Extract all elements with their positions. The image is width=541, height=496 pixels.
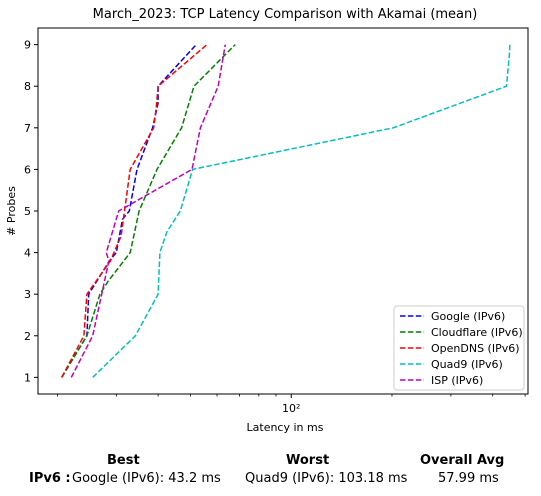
x-axis-label: Latency in ms: [247, 421, 324, 434]
avg-header: Overall Avg: [420, 453, 505, 468]
best-header: Best: [107, 453, 140, 468]
series-line-cloudflare-ipv6: [61, 44, 236, 378]
series-lines: [61, 44, 511, 378]
ipv6-row-label: IPv6 :: [29, 471, 71, 486]
y-tick-label: 4: [24, 247, 31, 260]
series-line-isp-ipv6: [70, 44, 227, 378]
worst-header: Worst: [286, 453, 330, 468]
y-tick-label: 2: [24, 330, 31, 343]
y-tick-label: 5: [24, 205, 31, 218]
legend-entry: OpenDNS (IPv6): [431, 342, 520, 355]
series-line-opendns-ipv6: [61, 44, 208, 378]
y-axis-label: # Probes: [5, 186, 18, 236]
chart-title: March_2023: TCP Latency Comparison with …: [93, 7, 478, 22]
worst-value: Quad9 (IPv6): 103.18 ms: [245, 471, 408, 486]
legend-entry: Cloudflare (IPv6): [431, 326, 523, 339]
summary-table: Best Worst Overall Avg IPv6 : Google (IP…: [0, 450, 541, 496]
legend-entry: Google (IPv6): [431, 310, 505, 323]
y-tick-label: 8: [24, 80, 31, 93]
y-tick-label: 6: [24, 163, 31, 176]
axis-ticks: 1 2 3 4 5 6 7 8 9 10²: [24, 39, 526, 415]
y-tick-label: 9: [24, 39, 31, 52]
legend-box: [393, 305, 525, 391]
y-tick-label: 1: [24, 371, 31, 384]
legend-entry: ISP (IPv6): [431, 374, 483, 387]
latency-chart: March_2023: TCP Latency Comparison with …: [5, 7, 529, 434]
avg-value: 57.99 ms: [438, 471, 499, 486]
y-tick-label: 7: [24, 122, 31, 135]
series-line-google-ipv6: [61, 44, 197, 378]
legend: Google (IPv6) Cloudflare (IPv6) OpenDNS (I…: [393, 305, 525, 391]
series-line-quad9-ipv6: [92, 44, 511, 378]
y-tick-label: 3: [24, 288, 31, 301]
legend-entry: Quad9 (IPv6): [431, 358, 503, 371]
best-value: Google (IPv6): 43.2 ms: [72, 471, 221, 486]
x-tick-label: 10²: [282, 402, 300, 415]
